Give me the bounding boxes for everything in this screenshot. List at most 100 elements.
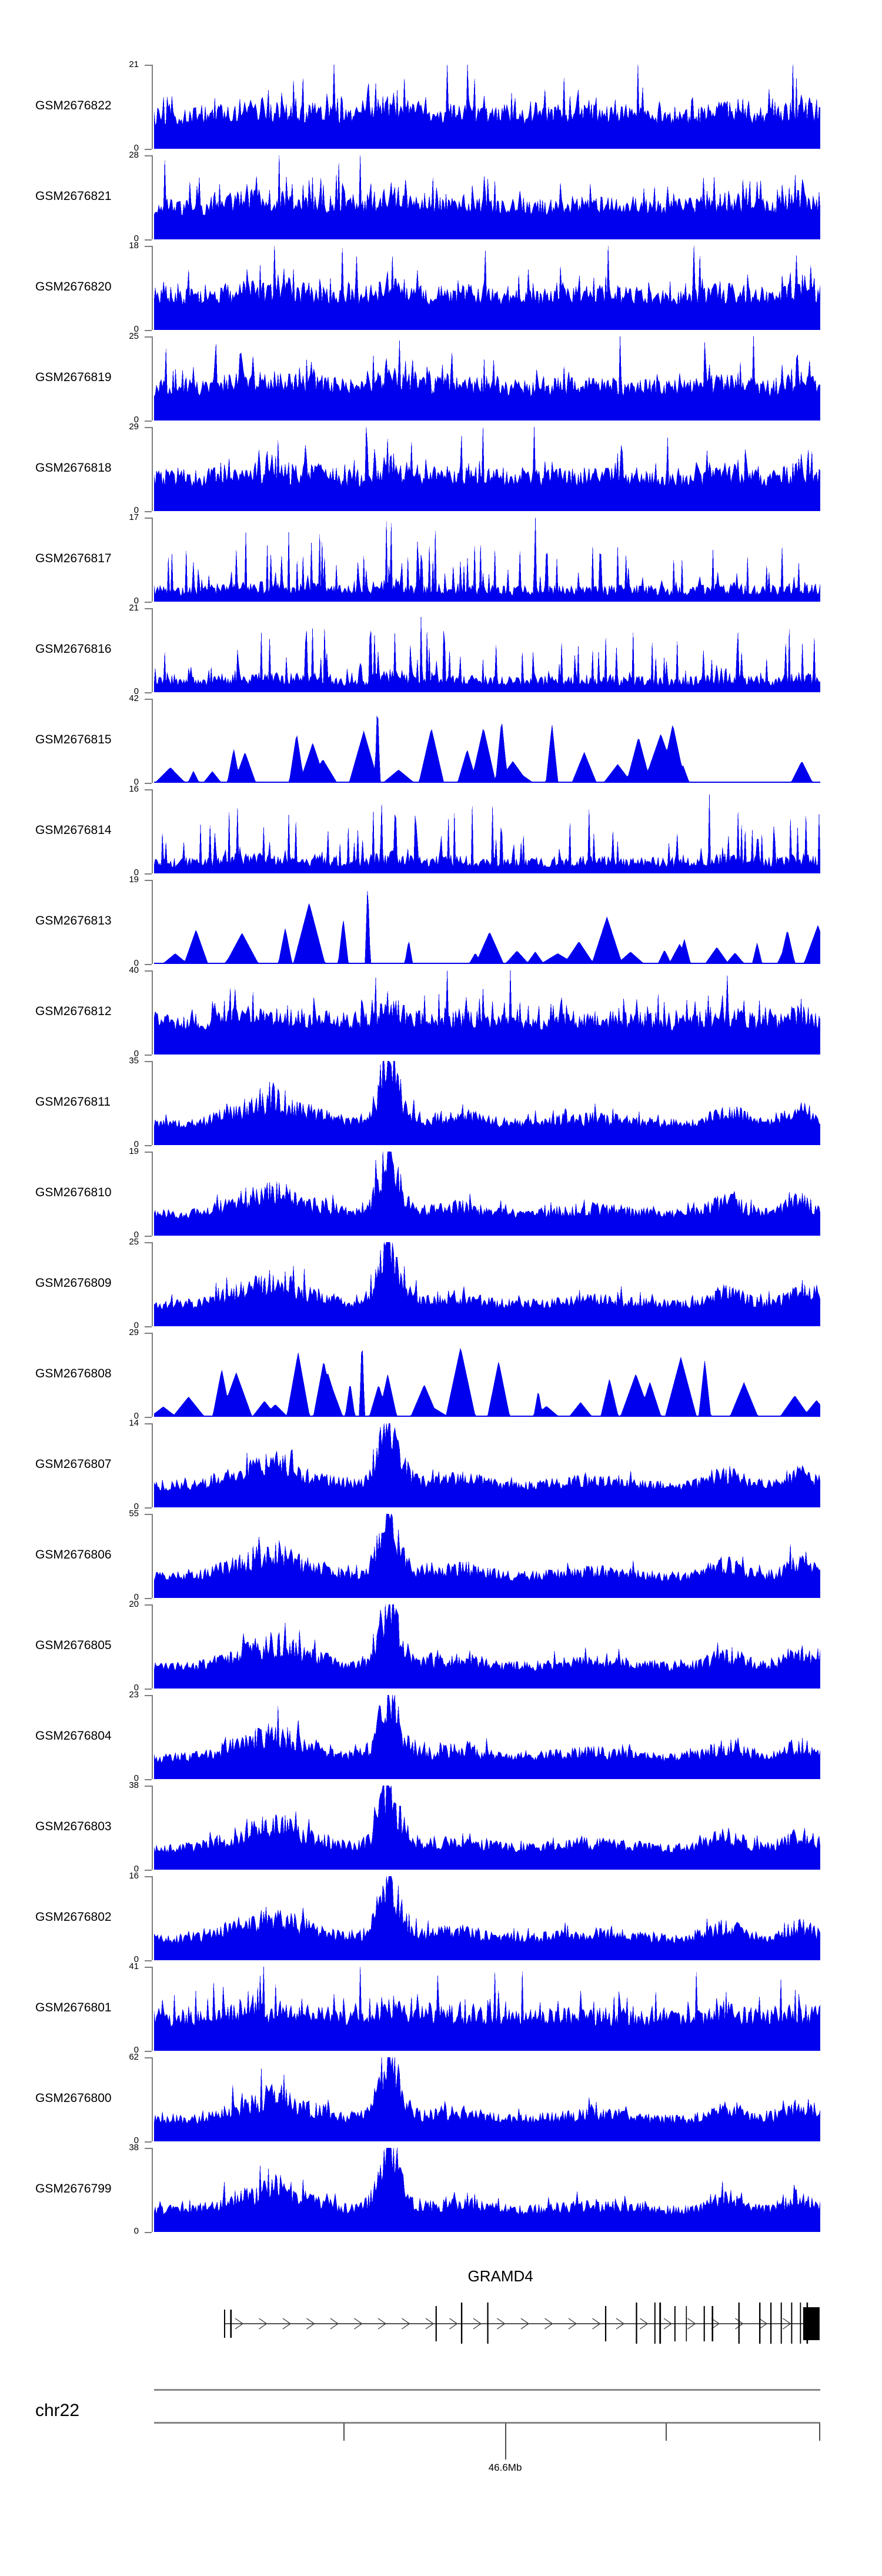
- y-axis-tick-min: [145, 1145, 152, 1146]
- track-sample-label: GSM2676821: [35, 189, 112, 203]
- y-axis-tick-max: [145, 880, 152, 881]
- y-axis-tick-max: [145, 1695, 152, 1696]
- coverage-track: GSM2676813 19 0: [0, 867, 882, 969]
- y-axis-max-label: 35: [129, 1056, 139, 1066]
- track-sample-label: GSM2676800: [35, 2091, 112, 2105]
- track-sample-label: GSM2676799: [35, 2181, 112, 2195]
- chromosome-axis-tick: [818, 2423, 820, 2441]
- coverage-plot-area: [154, 880, 820, 964]
- chromosome-axis-tick: [505, 2423, 507, 2460]
- y-axis-min-label: 0: [133, 1501, 139, 1511]
- y-axis-min-label: 0: [133, 686, 139, 696]
- y-axis-max-label: 21: [129, 603, 139, 613]
- coverage-track: GSM2676819 25 0: [0, 323, 882, 425]
- y-axis-min-label: 0: [133, 415, 139, 425]
- coverage-track: GSM2676803 38 0: [0, 1773, 882, 1874]
- y-axis-max-label: 14: [129, 1418, 139, 1428]
- y-axis-max-label: 38: [129, 1780, 139, 1790]
- coverage-plot-area: [154, 608, 820, 692]
- y-axis-tick-max: [145, 1152, 152, 1153]
- y-axis-min-label: 0: [133, 233, 139, 243]
- y-axis-tick-max: [145, 1786, 152, 1787]
- y-axis-tick-max: [145, 518, 152, 519]
- y-axis-min-label: 0: [133, 1049, 139, 1059]
- track-sample-label: GSM2676806: [35, 1547, 112, 1561]
- y-axis-min-label: 0: [133, 324, 139, 334]
- y-axis-min-label: 0: [133, 1864, 139, 1874]
- track-sample-label: GSM2676822: [35, 98, 112, 112]
- y-axis-line: [152, 155, 153, 239]
- y-axis-max-label: 28: [129, 150, 139, 160]
- coverage-track: GSM2676820 18 0: [0, 233, 882, 335]
- y-axis-tick-min: [145, 1870, 152, 1871]
- y-axis-min-label: 0: [133, 958, 139, 968]
- y-axis-line: [152, 1061, 153, 1145]
- y-axis-line: [152, 1333, 153, 1417]
- y-axis-line: [152, 1695, 153, 1779]
- y-axis-max-label: 16: [129, 1871, 139, 1881]
- y-axis-tick-min: [145, 1326, 152, 1327]
- y-axis-tick-min: [145, 1507, 152, 1509]
- y-axis-line: [152, 1604, 153, 1689]
- y-axis-max-label: 42: [129, 693, 139, 703]
- track-sample-label: GSM2676814: [35, 823, 112, 837]
- coverage-plot-area: [154, 1604, 820, 1689]
- gene-terminal-exon: [803, 2307, 820, 2340]
- track-sample-label: GSM2676808: [35, 1366, 112, 1380]
- coverage-track: GSM2676817 17 0: [0, 505, 882, 606]
- y-axis-tick-min: [145, 1779, 152, 1780]
- coverage-plot-area: [154, 1152, 820, 1236]
- ideogram-bottom-rule: [154, 2422, 820, 2424]
- coverage-track: GSM2676818 29 0: [0, 414, 882, 516]
- coverage-plot-area: [154, 1423, 820, 1507]
- y-axis-tick-max: [145, 2148, 152, 2149]
- coverage-track: GSM2676807 14 0: [0, 1410, 882, 1512]
- y-axis-tick-min: [145, 692, 152, 693]
- y-axis-tick-min: [145, 421, 152, 422]
- y-axis-tick-min: [145, 2141, 152, 2143]
- y-axis-tick-max: [145, 1514, 152, 1515]
- y-axis-tick-max: [145, 336, 152, 338]
- coverage-track: GSM2676811 35 0: [0, 1048, 882, 1150]
- y-axis-min-label: 0: [133, 143, 139, 153]
- y-axis-tick-min: [145, 1689, 152, 1690]
- track-sample-label: GSM2676813: [35, 913, 112, 927]
- y-axis-tick-min: [145, 149, 152, 150]
- y-axis-max-label: 29: [129, 1327, 139, 1337]
- y-axis-max-label: 21: [129, 59, 139, 69]
- y-axis-min-label: 0: [133, 1139, 139, 1149]
- y-axis-min-label: 0: [133, 596, 139, 606]
- y-axis-tick-min: [145, 330, 152, 331]
- chromosome-position-label: 46.6Mb: [488, 2462, 522, 2473]
- y-axis-tick-max: [145, 246, 152, 247]
- y-axis-max-label: 17: [129, 512, 139, 522]
- coverage-plot-area: [154, 1876, 820, 1960]
- y-axis-min-label: 0: [133, 1230, 139, 1240]
- y-axis-min-label: 0: [133, 1592, 139, 1602]
- chromosome-axis-track: chr22 46.6Mb: [0, 2376, 882, 2494]
- y-axis-tick-max: [145, 427, 152, 428]
- coverage-plot-area: [154, 1242, 820, 1326]
- track-sample-label: GSM2676810: [35, 1185, 112, 1199]
- track-sample-label: GSM2676812: [35, 1004, 112, 1018]
- y-axis-max-label: 25: [129, 1237, 139, 1247]
- y-axis-max-label: 19: [129, 875, 139, 885]
- y-axis-min-label: 0: [133, 867, 139, 877]
- y-axis-line: [152, 1786, 153, 1870]
- y-axis-tick-min: [145, 1598, 152, 1599]
- track-sample-label: GSM2676811: [35, 1095, 111, 1109]
- coverage-plot-area: [154, 1786, 820, 1870]
- y-axis-max-label: 40: [129, 965, 139, 975]
- y-axis-tick-max: [145, 1242, 152, 1243]
- gene-name-label: GRAMD4: [467, 2267, 533, 2285]
- coverage-plot-area: [154, 1967, 820, 2051]
- coverage-plot-area: [154, 970, 820, 1055]
- y-axis-max-label: 25: [129, 331, 139, 341]
- chromosome-name-label: chr22: [35, 2401, 80, 2420]
- track-sample-label: GSM2676815: [35, 732, 112, 746]
- y-axis-max-label: 55: [129, 1509, 139, 1519]
- track-sample-label: GSM2676807: [35, 1457, 112, 1471]
- y-axis-tick-min: [145, 1960, 152, 1961]
- y-axis-min-label: 0: [133, 2045, 139, 2055]
